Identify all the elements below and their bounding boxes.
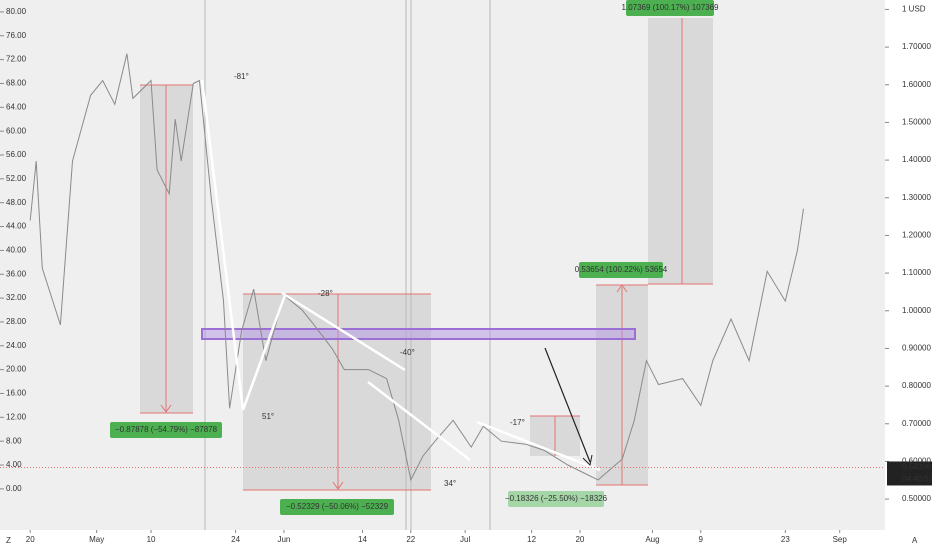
x-tick-label: 12 [527, 535, 536, 544]
measure-label: −0.18326 (−25.50%) −18326 [505, 494, 608, 503]
right-axis-area [885, 0, 932, 550]
y2-tick-label: 0.90000 [902, 344, 931, 353]
y-tick-label: 36.00 [6, 269, 27, 278]
y-tick-label: 60.00 [6, 126, 27, 135]
countdown-box [887, 473, 932, 486]
y-tick-label: 24.00 [6, 341, 27, 350]
y2-tick-label: 1.30000 [902, 193, 931, 202]
y2-tick-label: 0.70000 [902, 419, 931, 428]
x-tick-label: 9 [699, 535, 704, 544]
measure-label-box [626, 0, 714, 16]
x-tick-label: 22 [406, 535, 415, 544]
y2-tick-label: 1 USD [902, 5, 926, 14]
bottom-axis-area [0, 530, 885, 550]
x-tick-label: 20 [575, 535, 584, 544]
y-tick-label: 72.00 [6, 55, 27, 64]
y2-tick-label: 1.40000 [902, 155, 931, 164]
corner-left[interactable]: Z [6, 536, 11, 545]
y2-tick-label: 1.00000 [902, 306, 931, 315]
measure-label: 1.07369 (100.17%) 107369 [622, 3, 720, 12]
session-lines [204, 0, 491, 530]
measure-label: 0.53654 (100.22%) 53654 [575, 265, 668, 274]
measure-label: −0.52329 (−50.06%) −52329 [286, 502, 389, 511]
y2-tick-label: 0.60000 [902, 457, 931, 466]
y-tick-label: 64.00 [6, 102, 27, 111]
y-tick-label: 48.00 [6, 198, 27, 207]
angle-label: -81° [234, 72, 249, 81]
y2-tick-label: 1.70000 [902, 42, 931, 51]
y-tick-label: 28.00 [6, 317, 27, 326]
measure-label-box [579, 262, 663, 278]
x-tick-label: 20 [26, 535, 35, 544]
y-tick-label: 44.00 [6, 222, 27, 231]
y-tick-label: 0.00 [6, 484, 22, 493]
angle-label: 51° [262, 412, 274, 421]
measure-boxes [140, 18, 713, 491]
x-tick-label: 23 [781, 535, 790, 544]
y-tick-label: 20.00 [6, 365, 27, 374]
measure-label-box [280, 499, 394, 515]
y-tick-label: 12.00 [6, 412, 27, 421]
x-tick-label: 24 [231, 535, 240, 544]
x-tick-label: Aug [645, 535, 659, 544]
corner-right[interactable]: A [912, 536, 918, 545]
price-line [29, 53, 804, 482]
y2-tick-label: 1.60000 [902, 80, 931, 89]
y2-tick-label: 1.50000 [902, 118, 931, 127]
trend-lines [200, 79, 601, 472]
x-tick-label: Sep [833, 535, 848, 544]
angle-label: -28° [318, 289, 333, 298]
y-tick-label: 80.00 [6, 7, 27, 16]
y-tick-label: 32.00 [6, 293, 27, 302]
measure-label-box [110, 422, 222, 438]
y-tick-label: 16.00 [6, 389, 27, 398]
y2-tick-label: 0.50000 [902, 494, 931, 503]
plot-area [0, 0, 885, 530]
plot [29, 53, 804, 482]
countdown-label: 04:40:53 [902, 475, 932, 484]
y-tick-label: 40.00 [6, 246, 27, 255]
x-tick-label: Jun [277, 535, 290, 544]
x-tick-label: Jul [460, 535, 470, 544]
y-tick-label: 52.00 [6, 174, 27, 183]
measure-label-box [508, 491, 604, 507]
y2-tick-label: 1.10000 [902, 268, 931, 277]
y-tick-label: 56.00 [6, 150, 27, 159]
y2-tick-label: 1.20000 [902, 231, 931, 240]
y-tick-label: 76.00 [6, 31, 27, 40]
x-tick-label: May [89, 535, 104, 544]
purple-zone [201, 328, 636, 340]
y-tick-label: 68.00 [6, 79, 27, 88]
y-tick-label: 8.00 [6, 436, 22, 445]
last-price-box [887, 461, 932, 474]
y2-tick-label: 0.80000 [902, 381, 931, 390]
last-price-label: 0.58396 [902, 463, 931, 472]
angle-label: 34° [444, 479, 456, 488]
angle-label: -40° [400, 348, 415, 357]
x-tick-label: 10 [147, 535, 156, 544]
measure-label: −0.87878 (−54.79%) −87878 [115, 425, 218, 434]
x-tick-label: 14 [358, 535, 367, 544]
y-tick-label: 4.00 [6, 460, 22, 469]
angle-label: -17° [510, 418, 525, 427]
